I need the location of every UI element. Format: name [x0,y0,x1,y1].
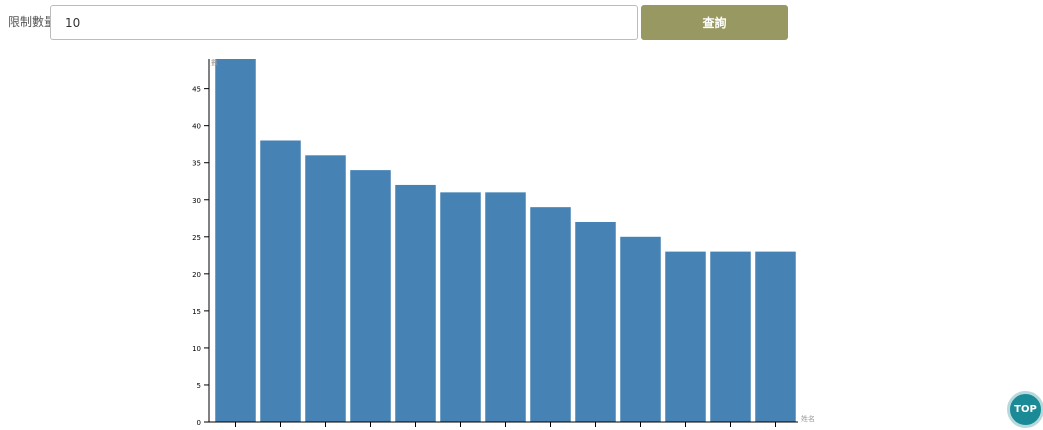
y-tick-label: 0 [197,419,201,427]
bar [215,59,256,422]
x-ticks [235,422,776,427]
bar [305,155,346,422]
bar [395,184,436,422]
y-tick-label: 45 [192,86,201,94]
limit-input[interactable] [50,5,638,40]
bar [575,221,616,422]
limit-label: 限制數量 [8,15,57,29]
y-tick-label: 25 [192,234,201,242]
bar [620,236,661,422]
bar [530,207,571,422]
bar [755,251,796,422]
x-axis-label: 姓名 [801,414,815,423]
bar [710,251,751,422]
bar [260,140,301,422]
y-axis-label: 數 [211,58,218,67]
y-tick-label: 35 [192,160,201,168]
y-tick-label: 40 [192,123,201,131]
y-tick-label: 30 [192,197,201,205]
y-tick-label: 20 [192,271,201,279]
bar [665,251,706,422]
y-ticks: 0 5 10 15 20 25 30 35 40 45 [192,86,209,427]
bar-series [215,59,796,422]
y-tick-label: 10 [192,345,201,353]
bar [440,192,481,422]
bar [350,170,391,422]
y-tick-label: 15 [192,308,201,316]
query-button[interactable]: 查詢 [641,5,788,40]
query-toolbar: 限制數量 查詢 [0,0,1043,46]
scroll-to-top-button[interactable]: TOP [1007,391,1043,428]
y-tick-label: 5 [197,382,201,390]
bar [485,192,526,422]
